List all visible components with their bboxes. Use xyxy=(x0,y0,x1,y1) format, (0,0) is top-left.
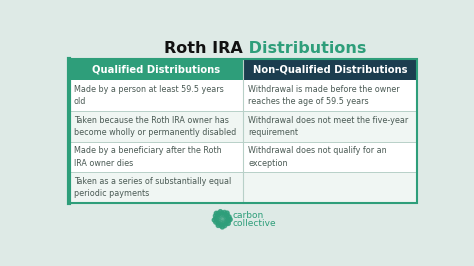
Text: Taken as a series of substantially equal
periodic payments: Taken as a series of substantially equal… xyxy=(74,177,231,198)
Circle shape xyxy=(216,224,220,227)
Circle shape xyxy=(219,210,222,214)
Circle shape xyxy=(217,211,220,215)
Circle shape xyxy=(224,219,226,221)
Text: Qualified Distributions: Qualified Distributions xyxy=(91,65,220,75)
Circle shape xyxy=(222,213,225,215)
Circle shape xyxy=(224,214,227,217)
Circle shape xyxy=(227,222,230,225)
Circle shape xyxy=(215,219,218,222)
Circle shape xyxy=(223,224,227,228)
FancyBboxPatch shape xyxy=(69,142,243,172)
Bar xyxy=(69,59,417,203)
Circle shape xyxy=(213,217,217,220)
Circle shape xyxy=(223,210,227,214)
Circle shape xyxy=(214,221,218,224)
Circle shape xyxy=(215,214,219,217)
Circle shape xyxy=(216,221,219,223)
Circle shape xyxy=(225,217,227,219)
Circle shape xyxy=(226,220,229,223)
Circle shape xyxy=(220,211,224,214)
Text: Distributions: Distributions xyxy=(243,41,366,56)
Circle shape xyxy=(226,213,229,217)
Circle shape xyxy=(218,219,220,222)
Circle shape xyxy=(223,217,225,219)
Circle shape xyxy=(220,225,224,229)
Circle shape xyxy=(228,217,232,222)
Circle shape xyxy=(214,211,219,215)
Text: collective: collective xyxy=(233,219,276,228)
FancyBboxPatch shape xyxy=(69,172,243,203)
Text: Roth IRA: Roth IRA xyxy=(164,41,243,56)
Text: Made by a beneficiary after the Roth
IRA owner dies: Made by a beneficiary after the Roth IRA… xyxy=(74,146,222,168)
Circle shape xyxy=(219,218,221,220)
Circle shape xyxy=(213,214,217,218)
FancyBboxPatch shape xyxy=(243,142,417,172)
Text: Made by a person at least 59.5 years
old: Made by a person at least 59.5 years old xyxy=(74,85,224,106)
Circle shape xyxy=(218,214,220,217)
Circle shape xyxy=(212,218,216,222)
Text: Withdrawal is made before the owner
reaches the age of 59.5 years: Withdrawal is made before the owner reac… xyxy=(248,85,400,106)
Circle shape xyxy=(219,224,222,228)
Circle shape xyxy=(221,223,225,227)
Text: Taken because the Roth IRA owner has
become wholly or permanently disabled: Taken because the Roth IRA owner has bec… xyxy=(74,116,236,137)
Circle shape xyxy=(225,211,229,215)
FancyBboxPatch shape xyxy=(69,111,243,142)
Text: Withdrawal does not qualify for an
exception: Withdrawal does not qualify for an excep… xyxy=(248,146,387,168)
Circle shape xyxy=(219,212,221,215)
Circle shape xyxy=(215,216,218,219)
Circle shape xyxy=(220,221,222,223)
Circle shape xyxy=(221,217,223,219)
FancyBboxPatch shape xyxy=(243,111,417,142)
Circle shape xyxy=(216,218,219,221)
Circle shape xyxy=(228,215,231,219)
Text: Withdrawal does not meet the five-year
requirement: Withdrawal does not meet the five-year r… xyxy=(248,116,409,137)
Circle shape xyxy=(224,212,227,215)
Circle shape xyxy=(222,221,224,224)
FancyBboxPatch shape xyxy=(69,59,243,80)
FancyBboxPatch shape xyxy=(243,59,417,80)
FancyBboxPatch shape xyxy=(243,172,417,203)
Text: Non-Qualified Distributions: Non-Qualified Distributions xyxy=(253,65,407,75)
Circle shape xyxy=(227,217,230,220)
Circle shape xyxy=(226,215,228,218)
FancyBboxPatch shape xyxy=(243,80,417,111)
Circle shape xyxy=(227,219,231,223)
Circle shape xyxy=(220,219,222,221)
Circle shape xyxy=(216,222,219,225)
Circle shape xyxy=(220,214,223,216)
Circle shape xyxy=(225,222,228,226)
Circle shape xyxy=(219,221,221,224)
Circle shape xyxy=(222,219,224,222)
Text: carbon: carbon xyxy=(233,211,264,221)
Circle shape xyxy=(220,222,223,225)
Circle shape xyxy=(224,221,227,223)
Circle shape xyxy=(222,215,225,217)
Circle shape xyxy=(218,223,221,226)
FancyBboxPatch shape xyxy=(69,80,243,111)
Circle shape xyxy=(218,216,220,218)
Circle shape xyxy=(219,215,222,218)
Circle shape xyxy=(226,218,228,221)
Circle shape xyxy=(223,222,226,225)
